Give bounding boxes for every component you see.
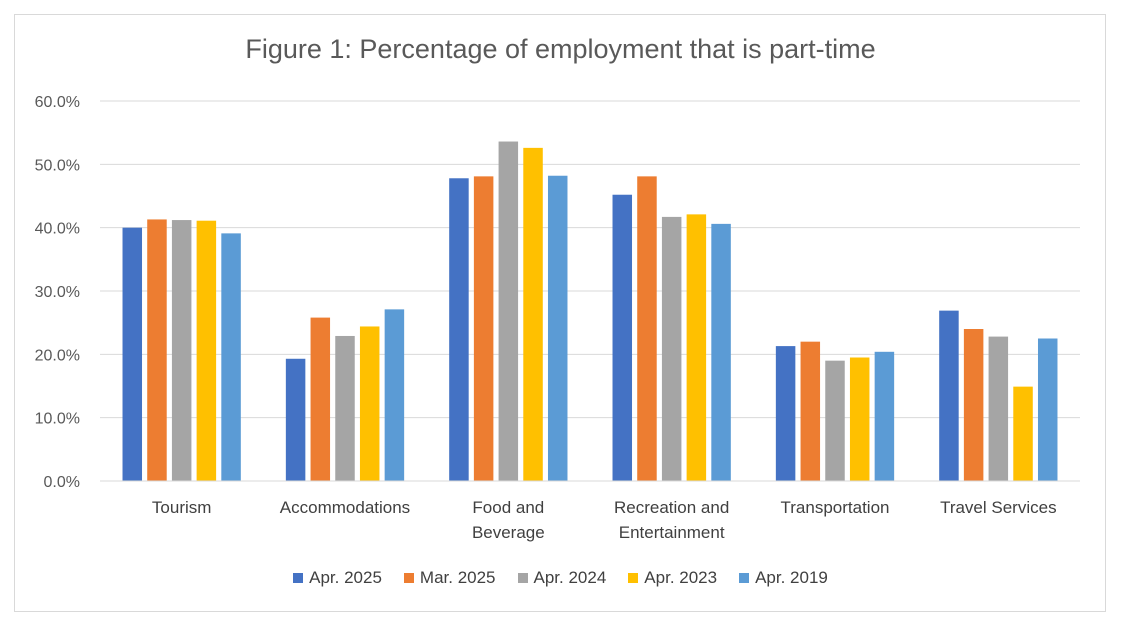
y-tick-label: 30.0% — [35, 284, 80, 301]
bar — [612, 194, 633, 481]
legend-item: Apr. 2024 — [517, 568, 607, 588]
bar — [637, 176, 657, 481]
bar — [661, 216, 682, 481]
x-tick-label: Entertainment — [619, 523, 725, 542]
bar — [359, 326, 380, 481]
bar — [147, 219, 167, 481]
y-tick-label: 40.0% — [35, 221, 80, 238]
bar — [939, 310, 959, 481]
legend-swatch — [739, 573, 750, 583]
bar — [1037, 338, 1058, 481]
y-tick-label: 0.0% — [44, 474, 80, 491]
chart-title: Figure 1: Percentage of employment that … — [245, 34, 876, 64]
bar — [171, 220, 192, 482]
y-tick-label: 50.0% — [35, 157, 80, 174]
x-tick-label: Travel Services — [940, 498, 1057, 517]
chart-legend: Apr. 2025 Mar. 2025 Apr. 2024 Apr. 2023 Apr.… — [0, 568, 1121, 588]
legend-item: Mar. 2025 — [403, 568, 496, 588]
y-tick-label: 10.0% — [35, 411, 80, 428]
legend-label: Apr. 2023 — [644, 568, 718, 587]
bar — [988, 336, 1009, 481]
bar — [523, 147, 543, 481]
legend-swatch — [517, 573, 528, 583]
legend-item: Apr. 2023 — [628, 568, 717, 588]
bar — [384, 309, 405, 481]
bar — [711, 223, 731, 481]
legend-label: Apr. 2025 — [309, 568, 382, 587]
legend-item: Apr. 2025 — [293, 568, 382, 588]
bar — [800, 341, 821, 481]
legend-label: Apr. 2019 — [755, 568, 828, 587]
bar — [196, 220, 217, 481]
bar — [686, 214, 707, 481]
legend-swatch — [403, 573, 414, 583]
x-tick-label: Food and — [472, 498, 544, 517]
y-tick-label: 60.0% — [35, 94, 80, 111]
x-tick-label: Transportation — [781, 498, 890, 517]
bar — [547, 175, 568, 481]
bar — [449, 178, 469, 481]
x-tick-label: Tourism — [152, 498, 212, 517]
bar — [498, 141, 519, 482]
bar — [874, 351, 895, 481]
bar — [963, 329, 984, 481]
bar — [1013, 386, 1033, 481]
x-tick-label: Recreation and — [614, 498, 729, 517]
bar — [285, 358, 306, 481]
x-tick-label: Accommodations — [280, 498, 410, 517]
bar — [310, 317, 331, 481]
bar — [335, 335, 355, 481]
bar — [825, 360, 845, 481]
bar — [849, 357, 870, 481]
bar — [775, 346, 796, 481]
bar — [122, 227, 143, 481]
legend-item: Apr. 2019 — [739, 568, 828, 588]
legend-label: Apr. 2024 — [533, 568, 607, 587]
bar — [221, 233, 241, 481]
bar — [473, 176, 494, 481]
legend-swatch — [293, 573, 304, 583]
legend-swatch — [628, 573, 639, 583]
x-tick-label: Beverage — [472, 523, 545, 542]
y-tick-label: 20.0% — [35, 347, 80, 364]
legend-label: Mar. 2025 — [419, 568, 496, 587]
